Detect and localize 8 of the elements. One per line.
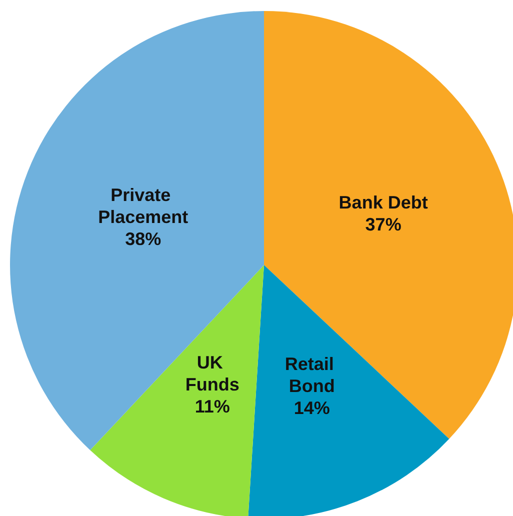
slice-label: Retail Bond: [284, 354, 339, 396]
slice-label: Private Placement: [98, 185, 188, 228]
slice-label: Bank Debt: [338, 192, 428, 212]
slice-label: UK Funds: [185, 352, 240, 394]
data-label: 11%: [194, 396, 230, 416]
data-label: 14%: [294, 398, 330, 418]
data-label: 38%: [125, 229, 162, 250]
data-label: 37%: [365, 214, 402, 234]
